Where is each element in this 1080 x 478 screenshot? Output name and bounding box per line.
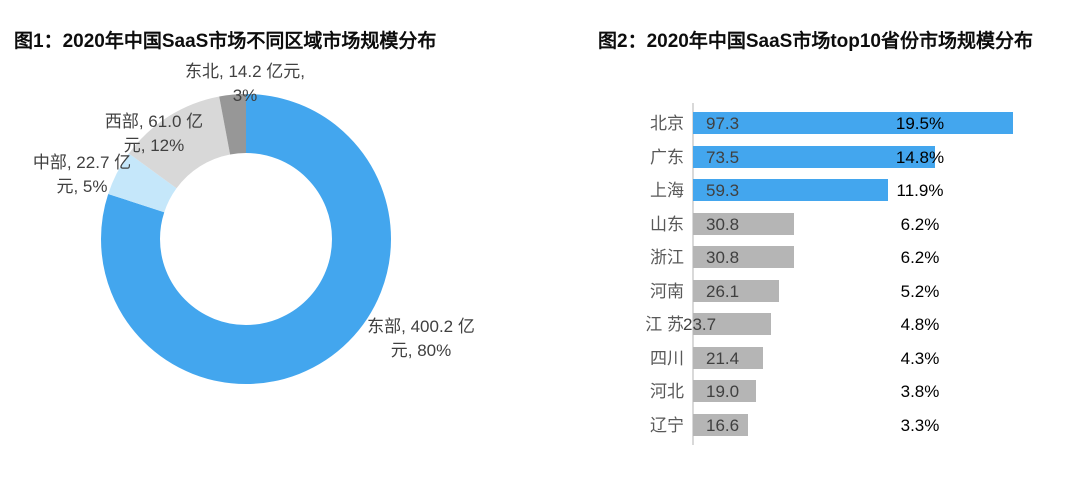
bar-value-label: 16.6 xyxy=(706,416,740,435)
bar-percent-label: 5.2% xyxy=(900,282,940,301)
bar-5 xyxy=(693,280,779,302)
donut-chart xyxy=(101,94,391,384)
bar-value-label: 21.4 xyxy=(706,349,740,368)
donut-label-line1: 东部, 400.2 亿 xyxy=(367,317,475,336)
donut-label-line2: 元, 5% xyxy=(56,177,108,196)
bar-value-label: 73.5 xyxy=(706,148,740,167)
donut-label-0: 东部, 400.2 亿元, 80% xyxy=(336,315,506,363)
bar-7 xyxy=(693,347,763,369)
bar-6 xyxy=(693,313,771,335)
bar-value-label: 97.3 xyxy=(706,114,740,133)
bar-category-label: 浙江 xyxy=(650,248,684,267)
bar-4 xyxy=(693,246,794,268)
bar-value-label: 59.3 xyxy=(706,181,740,200)
bar-percent-label: 3.3% xyxy=(900,416,940,435)
bar-category-label: 河南 xyxy=(650,282,684,301)
donut-label-line2: 元, 12% xyxy=(123,136,185,155)
bar-percent-label: 11.9% xyxy=(896,181,944,200)
bar-value-label: 30.8 xyxy=(706,215,740,234)
bar-chart-axis-line xyxy=(692,103,694,445)
bar-percent-label: 6.2% xyxy=(900,215,940,234)
bar-value-label: 26.1 xyxy=(706,282,740,301)
donut-label-line1: 中部, 22.7 亿 xyxy=(32,153,132,172)
bar-value-label: 30.8 xyxy=(706,248,740,267)
donut-label-2: 西部, 61.0 亿元, 12% xyxy=(72,110,236,158)
donut-label-line1: 西部, 61.0 亿 xyxy=(104,112,204,131)
bar-percent-label: 19.5% xyxy=(895,114,945,133)
bar-category-label: 辽宁 xyxy=(650,416,684,435)
bar-percent-label: 3.8% xyxy=(900,382,940,401)
bar-percent-label: 6.2% xyxy=(900,248,940,267)
bar-category-label: 河北 xyxy=(650,382,684,401)
bar-8 xyxy=(693,380,756,402)
figure2-title: 图2：2020年中国SaaS市场top10省份市场规模分布 xyxy=(598,31,1033,52)
bar-percent-label: 4.3% xyxy=(900,349,940,368)
bar-category-label: 江 苏 xyxy=(645,315,684,334)
donut-slice-3 xyxy=(101,94,391,384)
bar-category-label: 上海 xyxy=(650,181,684,200)
bar-3 xyxy=(693,213,794,235)
donut-label-1: 中部, 22.7 亿元, 5% xyxy=(0,151,164,199)
donut-label-line1: 东北, 14.2 亿元, xyxy=(185,62,305,81)
donut-label-line2: 元, 80% xyxy=(390,341,452,360)
bar-1 xyxy=(693,146,935,168)
bar-category-label: 广东 xyxy=(650,148,684,167)
bar-category-label: 山东 xyxy=(650,215,684,234)
donut-label-line2: 3% xyxy=(232,86,258,105)
bar-0 xyxy=(693,112,1013,134)
bar-9 xyxy=(693,414,748,436)
bar-value-label: 23.7 xyxy=(683,315,717,334)
bar-value-label: 19.0 xyxy=(706,382,740,401)
bar-percent-label: 4.8% xyxy=(900,315,940,334)
donut-label-3: 东北, 14.2 亿元, 3% xyxy=(163,60,327,108)
bar-2 xyxy=(693,179,888,201)
bar-category-label: 北京 xyxy=(650,114,684,133)
bar-category-label: 四川 xyxy=(650,349,684,368)
figure1-title: 图1：2020年中国SaaS市场不同区域市场规模分布 xyxy=(14,31,437,52)
bar-percent-label: 14.8% xyxy=(895,148,945,167)
